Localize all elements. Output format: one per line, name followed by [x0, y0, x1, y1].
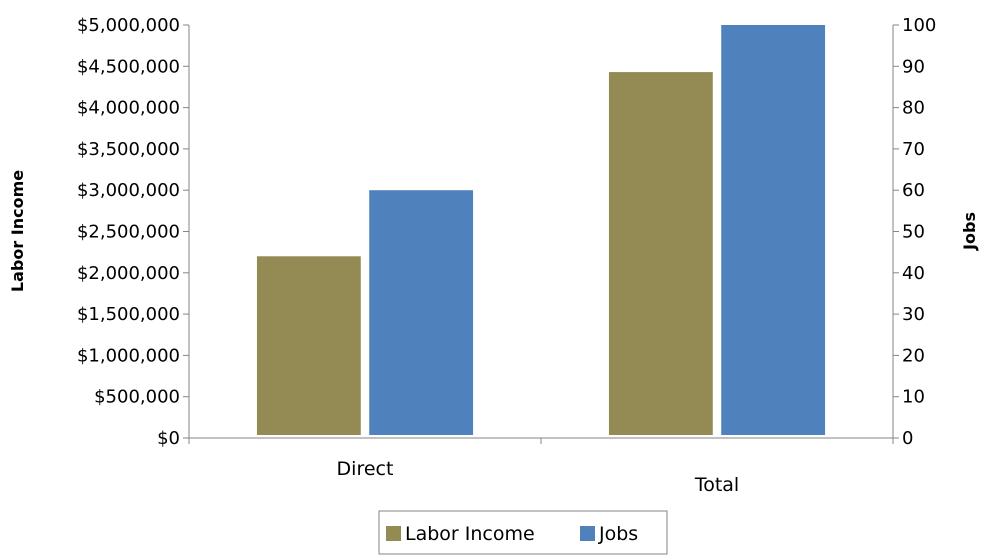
right-tick-label: 100 — [902, 15, 936, 36]
right-tick-label: 10 — [902, 387, 925, 408]
legend-label-jobs: Jobs — [598, 523, 638, 545]
legend-swatch-jobs — [580, 526, 595, 541]
legend: Labor Income Jobs — [378, 510, 668, 555]
right-tick-label: 80 — [902, 98, 925, 119]
bar-labor-income-total — [608, 72, 713, 435]
legend-box — [378, 510, 668, 555]
category-label-total: Total — [694, 474, 739, 496]
category-label-direct: Direct — [337, 458, 394, 480]
right-axis-ticks: 0 10 20 30 40 50 60 70 80 90 100 — [893, 15, 936, 449]
left-tick-label: $1,500,000 — [77, 304, 180, 325]
right-tick-label: 30 — [902, 304, 925, 325]
left-tick-label: $500,000 — [94, 387, 180, 408]
right-tick-label: 50 — [902, 222, 925, 243]
right-tick-label: 70 — [902, 139, 925, 160]
left-tick-label: $2,000,000 — [77, 263, 180, 284]
bar-jobs-total — [721, 25, 826, 435]
legend-swatch-labor-income — [386, 526, 401, 541]
right-tick-label: 20 — [902, 345, 925, 366]
left-axis-ticks: $0 $500,000 $1,000,000 $1,500,000 $2,000,000… — [77, 15, 189, 449]
left-tick-label: $3,000,000 — [77, 180, 180, 201]
left-tick-label: $3,500,000 — [77, 139, 180, 160]
right-tick-label: 0 — [902, 428, 913, 449]
right-tick-label: 90 — [902, 56, 925, 77]
left-tick-label: $0 — [157, 428, 180, 449]
category-ticks — [188, 438, 894, 444]
right-tick-label: 40 — [902, 263, 925, 284]
left-tick-label: $2,500,000 — [77, 222, 180, 243]
y2-axis-title: Jobs — [960, 212, 979, 251]
left-tick-label: $1,000,000 — [77, 345, 180, 366]
right-tick-label: 60 — [902, 180, 925, 201]
bar-labor-income-direct — [256, 256, 361, 435]
y-axis-title: Labor Income — [8, 170, 27, 292]
left-tick-label: $4,000,000 — [77, 98, 180, 119]
left-tick-label: $4,500,000 — [77, 56, 180, 77]
bars — [256, 25, 826, 435]
left-tick-label: $5,000,000 — [77, 15, 180, 36]
bar-jobs-direct — [369, 190, 474, 435]
category-labels: Direct Total — [337, 458, 740, 496]
legend-label-labor-income: Labor Income — [405, 523, 535, 545]
